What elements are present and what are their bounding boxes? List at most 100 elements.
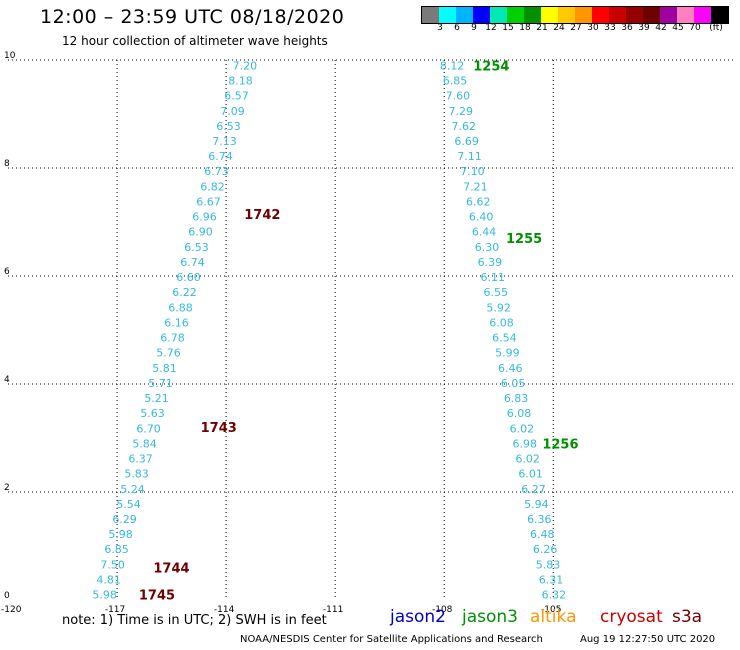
wave-height-value: 5.94 xyxy=(524,498,549,511)
wave-height-value: 6.16 xyxy=(164,316,189,329)
wave-height-value: 5.83 xyxy=(536,558,561,571)
wave-height-value: 5.24 xyxy=(120,483,145,496)
footer-timestamp: Aug 19 12:27:50 UTC 2020 xyxy=(580,634,716,645)
wave-height-value: 6.57 xyxy=(224,90,249,103)
mission-label-s3a: s3a xyxy=(672,607,703,627)
wave-height-value: 5.98 xyxy=(108,528,132,541)
legend-swatch xyxy=(643,7,660,23)
legend-label: 6 xyxy=(454,23,460,33)
wave-height-value: 7.10 xyxy=(460,165,485,178)
wave-height-value: 6.31 xyxy=(539,573,564,586)
x-tick-label: -117 xyxy=(105,605,125,615)
wave-height-value: 6.60 xyxy=(176,271,201,284)
chart-title: 12:00 – 23:59 UTC 08/18/2020 xyxy=(40,6,345,28)
wave-height-value: 6.85 xyxy=(104,543,129,556)
wave-height-value: 6.39 xyxy=(478,256,503,269)
wave-height-value: 7.60 xyxy=(446,90,471,103)
legend-label: 30 xyxy=(587,23,599,33)
wave-height-value: 8.12 xyxy=(440,59,465,72)
y-tick-label: 10 xyxy=(4,51,16,61)
wave-height-value: 6.70 xyxy=(136,422,161,435)
wave-height-value: 7.50 xyxy=(100,558,125,571)
legend-label: 36 xyxy=(621,23,633,33)
wave-height-value: 6.27 xyxy=(521,483,546,496)
legend-label: 70 xyxy=(689,23,701,33)
legend-label: 18 xyxy=(519,23,531,33)
wave-height-value: 7.09 xyxy=(220,105,245,118)
wave-height-value: 6.36 xyxy=(527,513,552,526)
x-tick-label: -111 xyxy=(323,605,343,615)
wave-height-value: 6.22 xyxy=(172,286,197,299)
legend-label: 15 xyxy=(502,23,514,33)
legend-swatch xyxy=(694,7,711,23)
color-scale-legend xyxy=(421,6,729,24)
wave-height-value: 6.53 xyxy=(216,120,241,133)
wave-height-value: 6.30 xyxy=(475,241,500,254)
legend-label: 39 xyxy=(638,23,650,33)
legend-label: 21 xyxy=(536,23,548,33)
x-tick-label: -108 xyxy=(432,605,453,615)
wave-height-value: 6.98 xyxy=(513,437,538,450)
legend-swatch xyxy=(626,7,643,23)
pass-time-label: 1745 xyxy=(139,589,175,604)
legend-label: 42 xyxy=(655,23,667,33)
wave-height-value: 6.11 xyxy=(481,271,506,284)
wave-height-value: 6.90 xyxy=(188,226,213,239)
legend-swatch xyxy=(541,7,558,23)
legend-swatch xyxy=(711,7,728,23)
wave-height-value: 6.53 xyxy=(184,241,209,254)
y-tick-label: 2 xyxy=(4,483,10,493)
wave-height-value: 6.88 xyxy=(168,301,193,314)
wave-height-value: 6.67 xyxy=(196,195,221,208)
wave-height-value: 5.92 xyxy=(486,301,511,314)
mission-label-jason2: jason2 xyxy=(390,607,446,627)
y-tick-label: 8 xyxy=(4,159,10,169)
legend-swatch xyxy=(575,7,592,23)
legend-swatch xyxy=(609,7,626,23)
legend-swatch xyxy=(439,7,456,23)
wave-height-value: 7.29 xyxy=(449,105,474,118)
mission-label-cryosat: cryosat xyxy=(600,607,663,627)
y-tick-label: 6 xyxy=(4,267,10,277)
legend-swatch xyxy=(660,7,677,23)
wave-height-value: 6.82 xyxy=(200,180,225,193)
x-tick-label: -120 xyxy=(1,605,22,615)
wave-height-value: 7.62 xyxy=(451,120,476,133)
wave-height-value: 6.26 xyxy=(533,543,558,556)
wave-height-value: 4.81 xyxy=(96,573,121,586)
wave-height-value: 6.62 xyxy=(466,195,491,208)
footer-credit: NOAA/NESDIS Center for Satellite Applica… xyxy=(240,634,543,645)
mission-label-jason3: jason3 xyxy=(462,607,518,627)
wave-height-value: 5.84 xyxy=(132,437,157,450)
legend-label: 12 xyxy=(485,23,497,33)
wave-height-value: 5.83 xyxy=(124,468,149,481)
wave-height-value: 6.37 xyxy=(128,453,153,466)
y-tick-label: 4 xyxy=(4,375,10,385)
y-tick-label: 0 xyxy=(4,591,10,601)
wave-height-value: 5.54 xyxy=(116,498,141,511)
legend-swatch xyxy=(558,7,575,23)
legend-swatch xyxy=(677,7,694,23)
wave-height-value: 6.74 xyxy=(208,150,233,163)
wave-height-value: 5.99 xyxy=(495,347,519,360)
wave-height-value: 7.11 xyxy=(457,150,482,163)
wave-height-value: 5.76 xyxy=(156,347,181,360)
wave-height-value: 6.74 xyxy=(180,256,205,269)
legend-swatch xyxy=(524,7,541,23)
legend-label: 9 xyxy=(471,23,477,33)
wave-height-value: 6.73 xyxy=(204,165,229,178)
legend-swatch xyxy=(456,7,473,23)
wave-height-value: 6.40 xyxy=(469,211,494,224)
x-tick-label: -114 xyxy=(214,605,235,615)
pass-time-label: 1743 xyxy=(201,421,237,436)
wave-height-value: 6.32 xyxy=(542,589,567,602)
legend-swatch xyxy=(507,7,524,23)
wave-height-value: 7.13 xyxy=(212,135,237,148)
wave-height-value: 5.63 xyxy=(140,407,165,420)
wave-height-value: 6.78 xyxy=(160,332,185,345)
wave-height-value: 6.05 xyxy=(501,377,526,390)
pass-time-label: 1254 xyxy=(473,59,509,74)
legend-unit: (ft) xyxy=(709,23,723,33)
wave-height-value: 5.81 xyxy=(152,362,177,375)
